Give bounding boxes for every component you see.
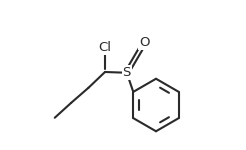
Text: O: O	[139, 36, 150, 48]
Text: S: S	[123, 66, 131, 79]
Text: Cl: Cl	[98, 41, 111, 54]
